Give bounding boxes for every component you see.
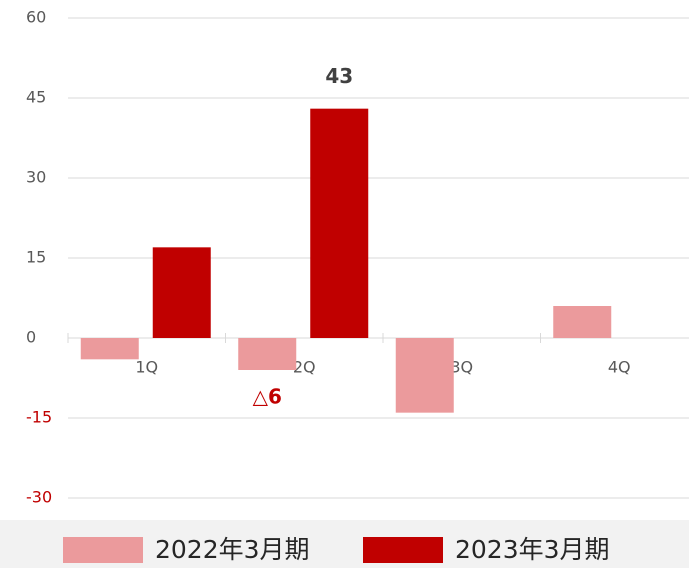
- bar: [152, 247, 211, 338]
- y-tick-label: 15: [26, 248, 46, 267]
- value-label: △6: [253, 385, 282, 409]
- x-tick-label: 2Q: [293, 358, 316, 377]
- bar: [310, 108, 369, 339]
- x-tick-label: 4Q: [608, 358, 631, 377]
- bar: [80, 338, 139, 360]
- y-tick-label: 30: [26, 168, 46, 187]
- legend-swatch: [63, 537, 143, 563]
- bar: [238, 338, 297, 370]
- legend-label: 2022年3月期: [155, 535, 310, 564]
- value-label: 43: [325, 64, 353, 88]
- y-tick-label: -15: [26, 408, 52, 427]
- y-tick-label: 45: [26, 88, 46, 107]
- bar: [395, 338, 454, 413]
- y-tick-label: 60: [26, 8, 46, 27]
- legend-swatch: [363, 537, 443, 563]
- x-tick-label: 3Q: [450, 358, 473, 377]
- bar: [553, 306, 612, 338]
- x-tick-label: 1Q: [135, 358, 158, 377]
- y-tick-label: 0: [26, 328, 36, 347]
- y-tick-label: -30: [26, 488, 52, 507]
- legend-label: 2023年3月期: [455, 535, 610, 564]
